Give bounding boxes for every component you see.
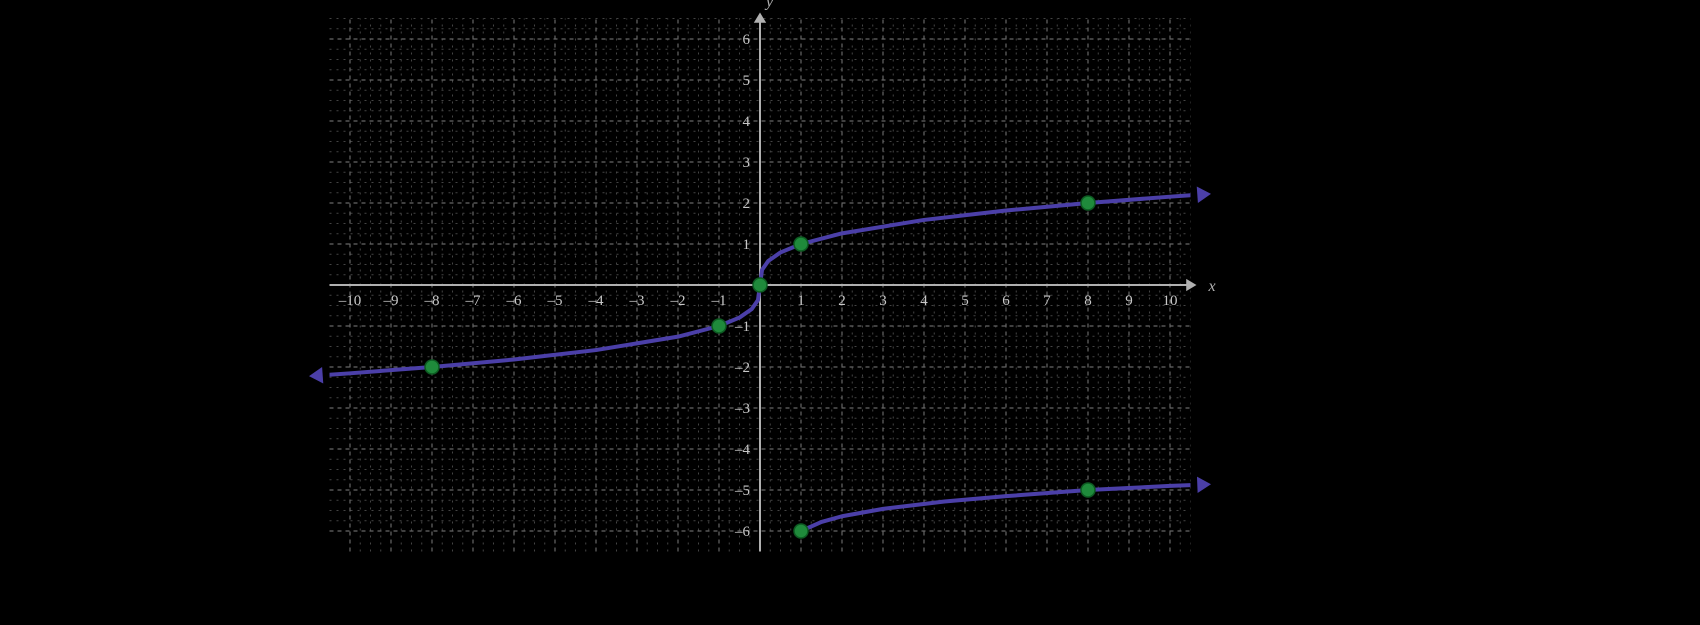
y-tick-label: –3 bbox=[734, 401, 750, 417]
y-axis-label: y bbox=[764, 0, 774, 11]
chart-svg: –10 –9 –8 –7 –6 –5 –4 –3 –2 –1 1 2 3 4 5 6 7 8 9 10 –6 –5 –4 –3… bbox=[0, 0, 1700, 625]
y-tick-label: –5 bbox=[734, 483, 750, 499]
x-tick-label: –6 bbox=[506, 293, 523, 309]
x-tick-label: –4 bbox=[588, 293, 605, 309]
y-tick-label: 3 bbox=[743, 155, 751, 171]
x-tick-label: –9 bbox=[383, 293, 399, 309]
x-tick-label: 3 bbox=[879, 293, 887, 309]
y-tick-label: 4 bbox=[743, 114, 751, 130]
y-tick-label: 6 bbox=[743, 32, 751, 48]
x-tick-label: 5 bbox=[961, 293, 969, 309]
y-tick-label: –2 bbox=[734, 360, 750, 376]
x-tick-label: 6 bbox=[1002, 293, 1010, 309]
x-tick-label: 10 bbox=[1163, 293, 1178, 309]
x-tick-label: –10 bbox=[338, 293, 362, 309]
x-tick-label: 1 bbox=[797, 293, 805, 309]
x-tick-label: 9 bbox=[1125, 293, 1133, 309]
x-tick-label: 4 bbox=[920, 293, 928, 309]
y-tick-label: –4 bbox=[734, 442, 751, 458]
cube-root-chart: –10 –9 –8 –7 –6 –5 –4 –3 –2 –1 1 2 3 4 5 6 7 8 9 10 –6 –5 –4 –3… bbox=[0, 0, 1700, 625]
y-tick-label: –1 bbox=[734, 319, 750, 335]
data-point-marker bbox=[794, 524, 808, 538]
data-point-marker bbox=[1081, 483, 1095, 497]
x-tick-label: –8 bbox=[424, 293, 440, 309]
x-tick-label: 8 bbox=[1084, 293, 1092, 309]
data-point-marker bbox=[712, 319, 726, 333]
y-tick-label: 2 bbox=[743, 196, 751, 212]
x-tick-label: –7 bbox=[465, 293, 482, 309]
data-point-marker bbox=[753, 278, 767, 292]
y-tick-label: 5 bbox=[743, 73, 751, 89]
x-tick-label: –1 bbox=[711, 293, 727, 309]
x-axis-label: x bbox=[1208, 278, 1216, 295]
x-tick-label: –3 bbox=[629, 293, 645, 309]
x-tick-label: –5 bbox=[547, 293, 563, 309]
y-tick-label: 1 bbox=[743, 237, 751, 253]
x-tick-label: 2 bbox=[838, 293, 846, 309]
y-tick-label: –6 bbox=[734, 524, 751, 540]
x-tick-label: –2 bbox=[670, 293, 686, 309]
data-point-marker bbox=[1081, 196, 1095, 210]
data-point-marker bbox=[794, 237, 808, 251]
data-point-marker bbox=[425, 360, 439, 374]
x-tick-label: 7 bbox=[1043, 293, 1051, 309]
